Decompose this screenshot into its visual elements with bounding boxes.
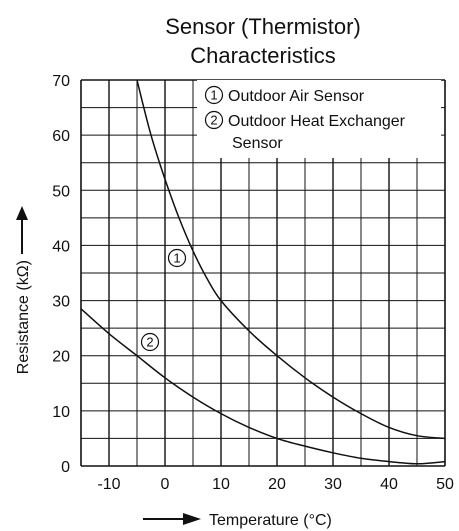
y-axis-label: Resistance (kΩ) <box>15 260 32 374</box>
curve-label-1: 1 <box>167 248 187 268</box>
series <box>80 79 446 465</box>
x-axis-label: Temperature (°C) <box>209 512 332 529</box>
y-tick-label: 50 <box>52 183 70 200</box>
curve-label-1-circle <box>167 248 187 268</box>
legend-marker-1-circle <box>204 85 224 105</box>
legend-marker-1: 1 <box>210 88 217 103</box>
x-tick-label: 0 <box>161 476 170 493</box>
y-axis-ticks: 0 10 20 30 40 50 60 70 <box>52 73 70 476</box>
x-axis-label-group: Temperature (°C) <box>143 512 332 529</box>
x-tick-label: 30 <box>324 476 342 493</box>
x-tick-label: 10 <box>212 476 230 493</box>
curve-label-2-text: 2 <box>146 335 153 350</box>
y-axis-arrow-head <box>16 206 28 220</box>
legend: 1 Outdoor Air Sensor 2 Outdoor Heat Exch… <box>204 85 406 152</box>
y-tick-label: 30 <box>52 294 70 311</box>
legend-item-2-label-cont: Sensor <box>232 135 283 152</box>
series-line-1 <box>136 79 446 440</box>
legend-marker-2-circle <box>204 110 224 130</box>
y-tick-label: 10 <box>52 404 70 421</box>
x-tick-label: 40 <box>380 476 398 493</box>
x-tick-label: 50 <box>436 476 454 493</box>
legend-marker-2: 2 <box>210 113 217 128</box>
series-line-2 <box>80 308 446 465</box>
title-background <box>86 8 442 70</box>
curve-label-2-circle <box>140 332 160 352</box>
legend-background <box>197 80 441 158</box>
legend-item-1-label: Outdoor Air Sensor <box>228 88 365 105</box>
y-tick-label: 40 <box>52 238 70 255</box>
y-tick-label: 70 <box>52 73 70 90</box>
x-tick-label: 20 <box>268 476 286 493</box>
y-axis-label-group: Resistance (kΩ) <box>15 206 32 374</box>
chart-title-line1: Sensor (Thermistor) <box>165 14 361 39</box>
x-axis-ticks: -10 0 10 20 30 40 50 <box>97 476 454 493</box>
x-tick-label: -10 <box>97 476 120 493</box>
curve-label-1-text: 1 <box>173 251 180 266</box>
x-axis-arrow-head <box>183 513 201 525</box>
y-tick-label: 0 <box>61 459 70 476</box>
curve-label-2: 2 <box>140 332 160 352</box>
chart-title-line2: Characteristics <box>190 43 335 68</box>
legend-item-2-label: Outdoor Heat Exchanger <box>228 113 406 130</box>
y-tick-label: 60 <box>52 128 70 145</box>
y-tick-label: 20 <box>52 349 70 366</box>
